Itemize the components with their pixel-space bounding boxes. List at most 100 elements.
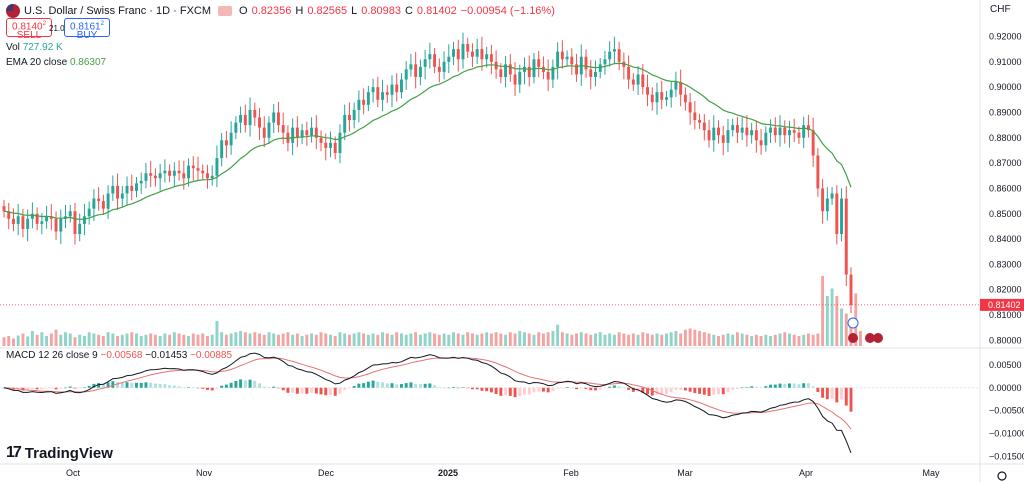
volume-bar xyxy=(437,334,441,346)
macd-histogram-bar xyxy=(783,383,787,388)
candle-body xyxy=(239,114,243,123)
macd-histogram-bar xyxy=(144,382,148,388)
price-tick-label: 0.87000 xyxy=(989,158,1022,168)
macd-histogram-bar xyxy=(664,387,668,395)
macd-histogram-bar xyxy=(769,384,773,388)
volume-bar xyxy=(314,334,318,346)
macd-histogram-bar xyxy=(608,386,612,388)
volume-bar xyxy=(82,336,86,346)
macd-histogram-bar xyxy=(806,383,810,388)
candle-body xyxy=(187,165,191,179)
volume-bar xyxy=(840,308,844,346)
candle-body xyxy=(400,79,403,93)
macd-histogram-bar xyxy=(35,387,39,390)
candle-body xyxy=(101,201,105,209)
macd-histogram-bar xyxy=(409,382,413,388)
currency-label: CHF xyxy=(990,4,1011,15)
volume-bar xyxy=(286,332,290,346)
volume-bar xyxy=(177,333,181,346)
candle-body xyxy=(319,137,323,143)
volume-bar xyxy=(153,334,157,346)
candle-body xyxy=(135,183,138,191)
candle-body xyxy=(575,64,579,75)
sell-button[interactable]: 0.81402 SELL xyxy=(6,18,52,41)
volume-bar xyxy=(418,334,422,346)
volume-bar xyxy=(452,332,455,346)
volume-bar xyxy=(726,333,730,346)
volume-bar xyxy=(21,333,25,346)
volume-bar xyxy=(740,333,744,346)
candle-body xyxy=(707,130,711,141)
price-tick-label: 0.88000 xyxy=(989,133,1022,143)
volume-bar xyxy=(239,331,243,346)
volume-bar xyxy=(802,334,806,346)
volume-bar xyxy=(717,336,720,346)
macd-histogram-bar xyxy=(404,383,408,388)
volume-bar xyxy=(594,333,597,346)
candle-body xyxy=(688,102,692,113)
ema-legend[interactable]: EMA 20 close 0.86307 xyxy=(6,57,106,68)
volume-bar xyxy=(513,333,517,346)
macd-histogram-bar xyxy=(101,383,105,388)
candle-body xyxy=(272,112,276,123)
volume-bar xyxy=(414,332,418,346)
macd-tick-label: −0.00500 xyxy=(989,406,1024,416)
macd-histogram-bar xyxy=(201,387,205,389)
open-value: 0.82356 xyxy=(251,5,292,17)
candle-body xyxy=(546,71,550,80)
candle-body xyxy=(442,61,446,72)
macd-histogram-bar xyxy=(508,387,512,396)
volume-bar xyxy=(688,328,692,346)
macd-histogram-bar xyxy=(139,382,143,388)
macd-histogram-bar xyxy=(153,383,157,388)
candle-body xyxy=(811,130,815,156)
macd-histogram-bar xyxy=(357,383,361,388)
close-value: 0.81402 xyxy=(416,5,457,17)
macd-histogram-bar xyxy=(660,387,664,395)
candle-body xyxy=(551,66,555,80)
volume-bar xyxy=(792,334,796,346)
macd-legend[interactable]: MACD 12 26 close 9 −0.00568 −0.01453 −0.… xyxy=(6,350,232,361)
time-tick-label: May xyxy=(922,468,940,478)
candle-body xyxy=(376,87,380,100)
buy-button[interactable]: 0.81612 BUY xyxy=(64,18,110,41)
volume-bar xyxy=(433,333,437,346)
volume-bar xyxy=(125,333,129,346)
candle-body xyxy=(844,198,848,275)
volume-bar xyxy=(248,333,252,346)
volume-bar xyxy=(92,333,96,346)
candle-body xyxy=(489,54,493,62)
macd-histogram-bar xyxy=(575,387,579,390)
macd-histogram-bar xyxy=(82,387,86,388)
macd-histogram-bar xyxy=(551,387,555,392)
macd-histogram-bar xyxy=(631,387,635,392)
candle-body xyxy=(130,185,134,191)
volume-bar xyxy=(627,334,631,346)
high-label: H xyxy=(295,5,304,17)
candle-body xyxy=(324,142,328,148)
macd-histogram-bar xyxy=(64,387,67,389)
macd-histogram-bar xyxy=(229,382,233,388)
buy-price: 0.8161 xyxy=(70,21,101,33)
candle-body xyxy=(560,51,564,60)
candle-body xyxy=(475,49,479,57)
volume-bar xyxy=(750,336,754,346)
volume-legend[interactable]: Vol 727.92 K xyxy=(6,42,63,53)
volume-bar xyxy=(494,332,498,346)
volume-bar xyxy=(390,334,394,346)
macd-histogram-bar xyxy=(778,383,782,388)
volume-bar xyxy=(281,333,285,346)
candle-body xyxy=(631,79,635,85)
macd-histogram-bar xyxy=(191,387,195,388)
macd-histogram-bar xyxy=(135,382,138,388)
macd-tick-label: 0.00500 xyxy=(989,360,1022,370)
macd-hist-value: −0.00568 xyxy=(100,350,143,361)
macd-tick-label: −0.01000 xyxy=(989,429,1024,439)
macd-histogram-bar xyxy=(291,387,295,393)
candle-body xyxy=(589,69,593,77)
macd-histogram-bar xyxy=(584,387,588,389)
buy-label: BUY xyxy=(76,30,98,42)
candle-body xyxy=(314,127,318,138)
